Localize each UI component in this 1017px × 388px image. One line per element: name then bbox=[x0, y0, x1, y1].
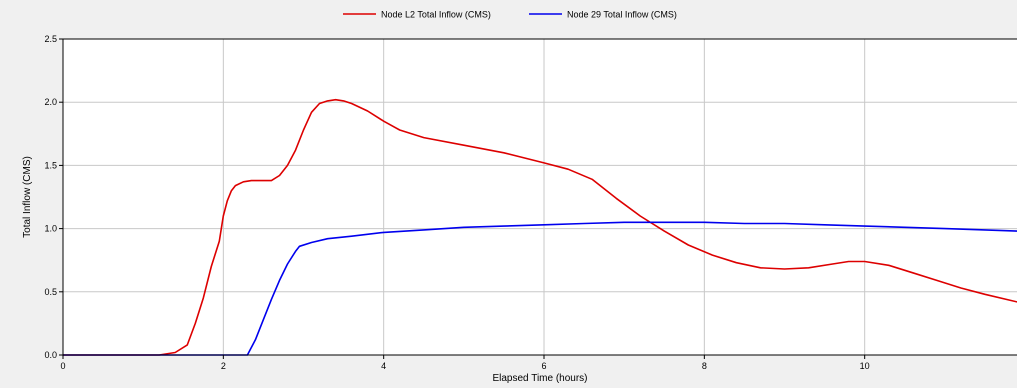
y-tick-label: 1.0 bbox=[44, 224, 57, 234]
y-tick-label: 0.0 bbox=[44, 350, 57, 360]
y-tick-label: 0.5 bbox=[44, 287, 57, 297]
y-tick-label: 1.5 bbox=[44, 160, 57, 170]
legend-label-2: Node 29 Total Inflow (CMS) bbox=[567, 10, 677, 20]
x-tick-label: 0 bbox=[60, 361, 65, 371]
x-tick-label: 8 bbox=[702, 361, 707, 371]
axes: 0 2 4 6 8 10 0.0 0.5 1.0 1.5 2.0 2.5 bbox=[44, 34, 1017, 371]
x-axis-label: Elapsed Time (hours) bbox=[492, 373, 587, 383]
series-line-1 bbox=[62, 98, 1017, 356]
y-tick-label: 2.0 bbox=[44, 97, 57, 107]
x-tick-label: 2 bbox=[221, 361, 226, 371]
x-tick-label: 6 bbox=[542, 361, 547, 371]
legend-label-1: Node L2 Total Inflow (CMS) bbox=[381, 10, 491, 20]
series-line-2 bbox=[62, 221, 1017, 356]
plot-area bbox=[63, 39, 1017, 355]
x-tick-label: 4 bbox=[381, 361, 386, 371]
series-layer bbox=[62, 98, 1017, 356]
y-axis-label: Total Inflow (CMS) bbox=[22, 156, 33, 238]
legend: Node L2 Total Inflow (CMS) Node 29 Total … bbox=[343, 10, 677, 20]
x-tick-label: 10 bbox=[860, 361, 870, 371]
y-tick-label: 2.5 bbox=[44, 34, 57, 44]
